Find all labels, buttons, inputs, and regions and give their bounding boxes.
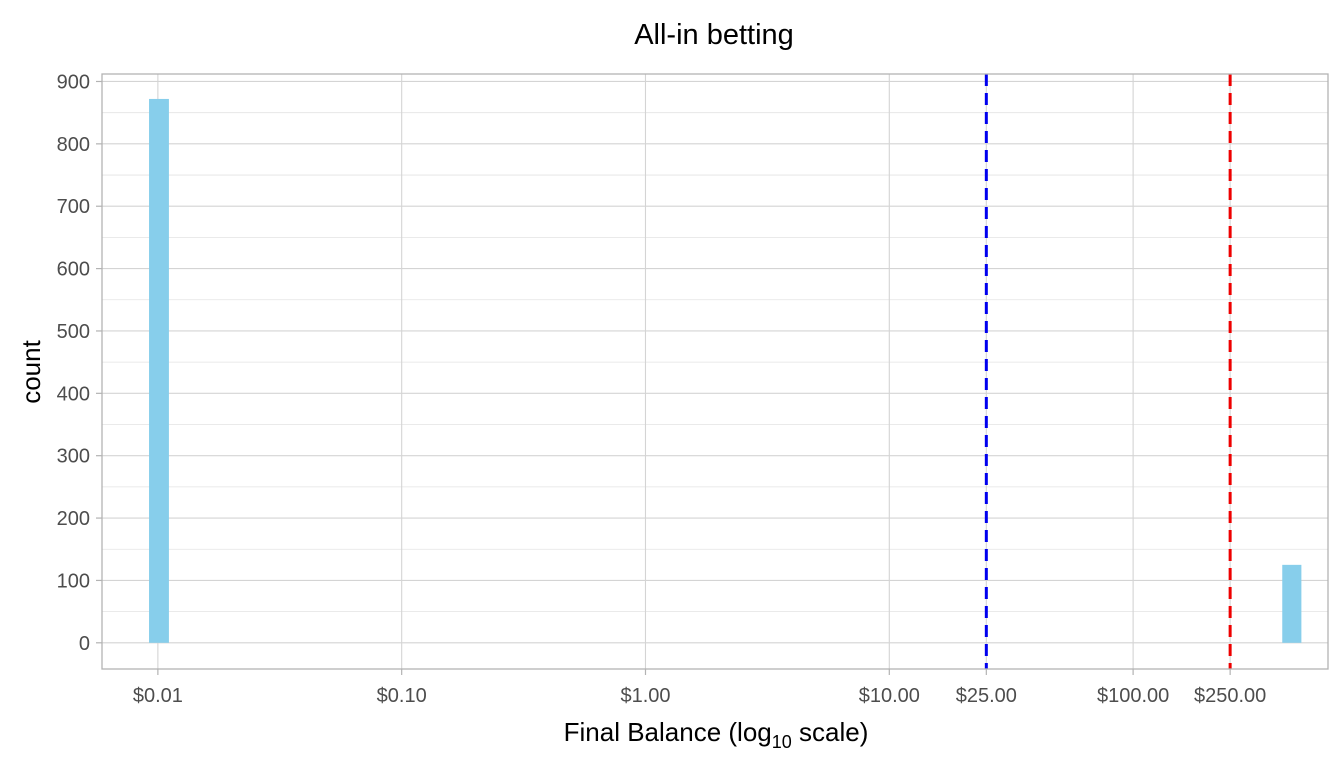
panel-border: [101, 73, 1329, 670]
x-axis-title-main: Final Balance (log: [564, 717, 772, 747]
x-axis-ticks: $0.01 $0.10 $1.00 $10.00 $25.00 $100.00 $250.0…: [133, 669, 1266, 707]
y-tick-label: 200: [57, 508, 90, 530]
y-tick-label: 600: [57, 259, 90, 281]
x-tick-label: $10.00: [859, 685, 920, 707]
minor-gridlines: [102, 112, 1328, 613]
chart-title: All-in betting: [634, 19, 794, 51]
y-tick-label: 100: [57, 570, 90, 592]
histogram-bars: [149, 98, 1302, 643]
x-tick-label: $0.01: [133, 685, 183, 707]
x-tick-label: $25.00: [956, 685, 1017, 707]
y-tick-label: 500: [57, 321, 90, 343]
x-axis-title-subscript: 10: [772, 732, 792, 752]
major-gridlines: [102, 74, 1328, 669]
y-tick-label: 700: [57, 196, 90, 218]
x-axis-title: Final Balance (log10 scale): [564, 717, 869, 752]
y-tick-label: 300: [57, 446, 90, 468]
y-tick-label: 800: [57, 134, 90, 156]
x-tick-label: $250.00: [1194, 685, 1266, 707]
x-tick-label: $100.00: [1097, 685, 1169, 707]
histogram-bar-1: [149, 98, 169, 643]
y-tick-label: 900: [57, 71, 90, 93]
y-tick-label: 0: [79, 633, 90, 655]
x-tick-label: $1.00: [620, 685, 670, 707]
x-axis-title-tail: scale): [792, 717, 869, 747]
y-tick-label: 400: [57, 383, 90, 405]
histogram-bar-2: [1282, 564, 1302, 643]
reference-lines: [984, 74, 1232, 669]
y-axis-title: count: [16, 339, 46, 403]
x-tick-label: $0.10: [377, 685, 427, 707]
y-axis-ticks: 0 100 200 300 400 500 600 700 800 900: [57, 71, 102, 655]
